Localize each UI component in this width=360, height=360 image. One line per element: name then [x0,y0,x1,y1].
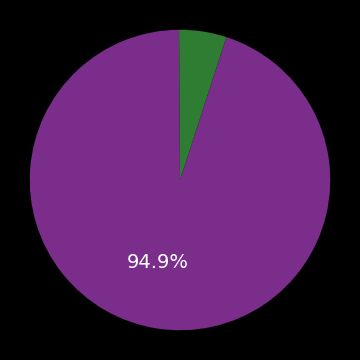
Wedge shape [179,30,226,180]
Wedge shape [30,30,330,330]
Text: 94.9%: 94.9% [126,253,189,272]
